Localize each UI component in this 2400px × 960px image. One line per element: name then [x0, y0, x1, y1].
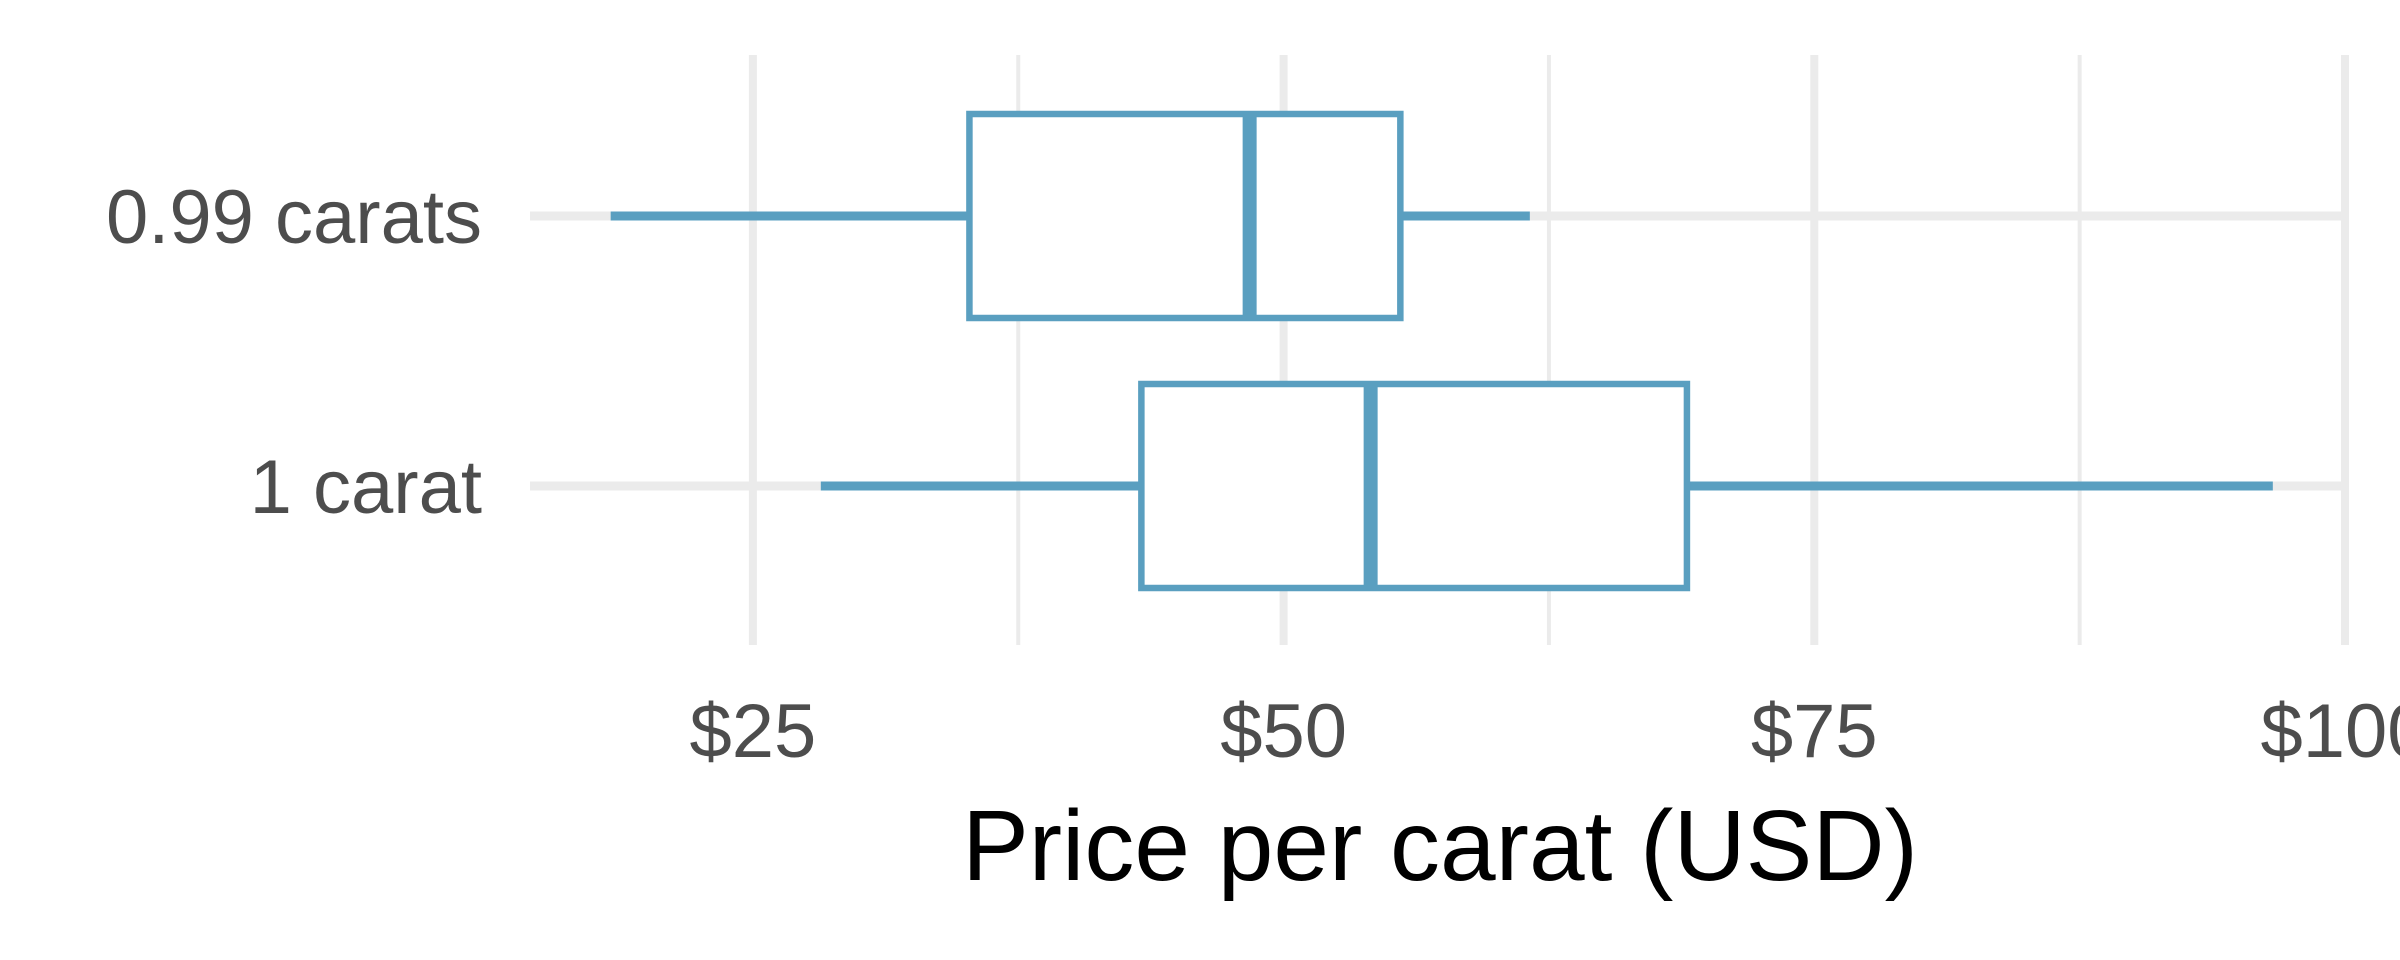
category-label: 0.99 carats — [106, 175, 482, 260]
x-tick-label: $25 — [689, 689, 816, 774]
boxes — [610, 110, 2273, 592]
iqr-box — [966, 110, 1404, 322]
x-tick-label: $50 — [1220, 689, 1347, 774]
x-tick-label: $75 — [1751, 689, 1878, 774]
iqr-box — [1138, 380, 1691, 592]
labels: 0.99 carats 1 carat $25 $50 $75 $100 — [106, 175, 2400, 774]
category-label: 1 carat — [250, 445, 482, 530]
x-tick-label: $100 — [2260, 689, 2400, 774]
x-axis-title: Price per carat (USD) — [962, 790, 1918, 902]
